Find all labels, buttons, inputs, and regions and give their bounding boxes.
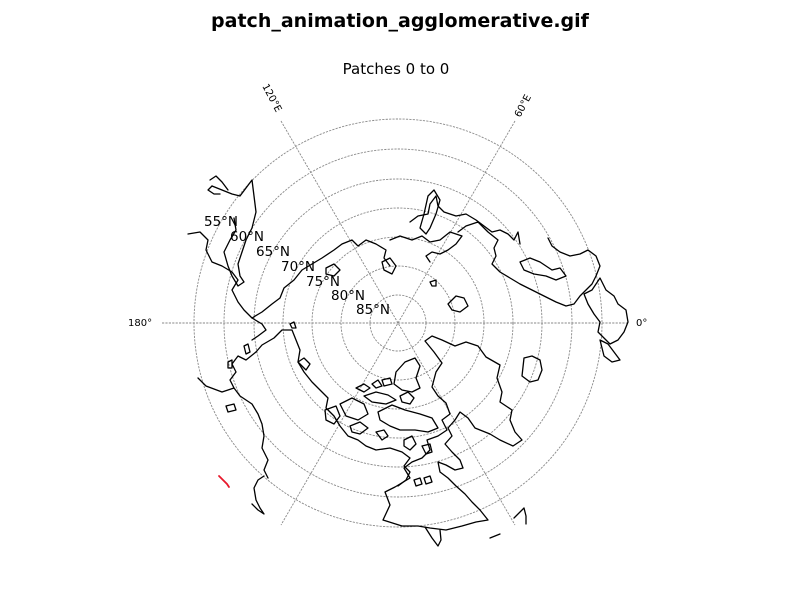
lat-label-60: 60°N [230,229,264,245]
coast-iceland [521,355,543,383]
coast-isle-9 [413,477,423,487]
coast-isle-5 [349,421,369,435]
coast-wrangel [289,321,297,329]
coast-isle-4 [399,391,415,405]
coast-east-siberia [187,231,267,341]
coast-victoria [339,397,369,421]
coast-kamchatka-north [207,175,229,195]
lat-label-75: 75°N [306,274,340,290]
coast-gydan [519,257,567,281]
coast-isle-8 [421,443,433,455]
lat-label-55: 55°N [204,214,238,230]
coast-isle-6 [375,429,389,441]
coast-ellesmere [393,357,421,393]
lat-label-65: 65°N [256,244,290,260]
coast-severnaya [381,257,397,275]
coastlines [187,175,629,547]
coast-chukotka [251,239,391,319]
lon-label-180: 180° [128,318,152,329]
coast-north-america [255,329,411,487]
coast-alaska-isle-2 [243,343,251,355]
coast-bottom-right [513,507,527,525]
coast-taimyr [409,195,521,245]
latitude-labels: 55°N 60°N 65°N 70°N 75°N 80°N 85°N [204,214,390,318]
lon-label-0: 0° [636,318,647,329]
coast-isle-1 [355,383,371,393]
coast-scandinavia [583,277,629,345]
coast-isle-2 [371,379,383,389]
coast-greenland [382,335,523,531]
coast-alaska-isle-1 [225,403,237,413]
meridian-120e [280,120,516,526]
lon-label-60e: 60°E [513,93,534,119]
lat-label-70: 70°N [281,259,315,275]
coast-novaya-zemlya [419,189,441,235]
meridians [162,120,628,526]
coast-baffin [377,404,439,433]
coast-svalbard-area [447,295,469,313]
coast-yamal [457,221,601,307]
coast-alaska-peninsula [251,475,265,515]
patch-0 [218,475,230,488]
coast-uk [599,339,621,363]
coast-isle-10 [423,475,433,485]
coast-isle-3 [381,377,393,387]
figure-subtitle: Patches 0 to 0 [343,60,450,78]
coast-new-siberian [325,263,341,277]
coast-north-russia [389,231,463,263]
coast-devon [363,391,397,405]
coast-isle-7 [403,435,417,451]
lon-label-120e: 120°E [259,82,283,114]
coast-alaska-isle-3 [227,359,233,369]
meridian-60e [280,120,516,526]
coast-bottom-line [489,533,501,539]
coast-franz-josef [429,279,437,287]
lat-label-85: 85°N [356,302,390,318]
coast-alaska [197,351,269,479]
coast-hudson [297,357,311,371]
coast-kamchatka [211,179,257,287]
coast-greenland-cape [424,526,442,547]
figure-title: patch_animation_agglomerative.gif [211,10,590,32]
lat-label-80: 80°N [331,288,365,304]
